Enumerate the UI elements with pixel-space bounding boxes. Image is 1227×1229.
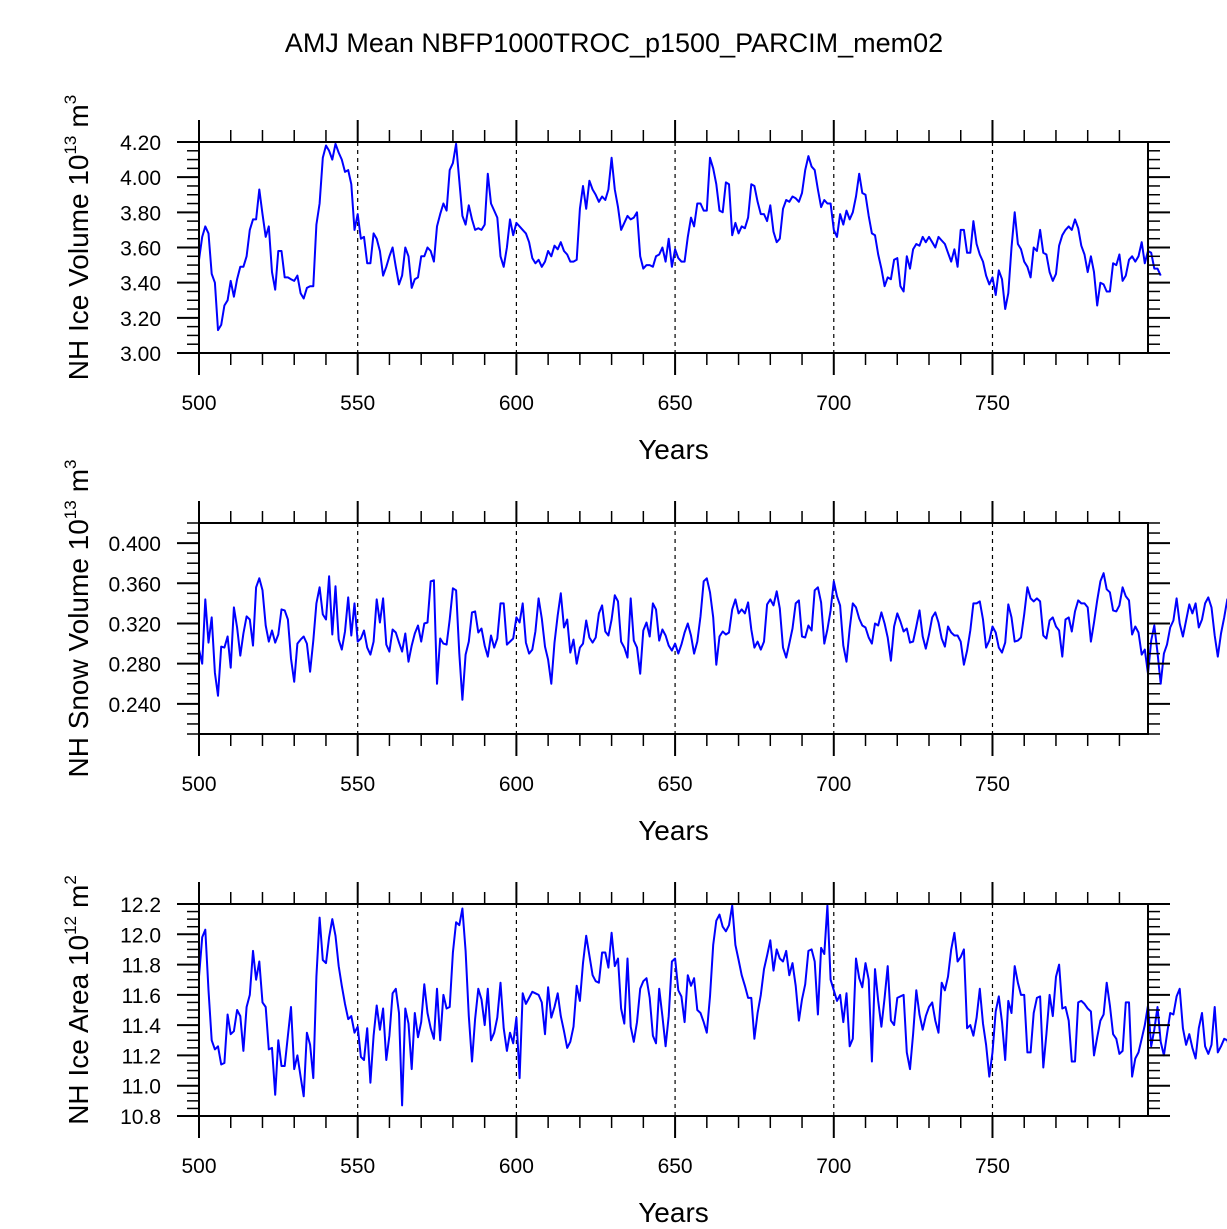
plot-frame [198,522,1149,735]
y-axis-title-unit-exponent: 3 [61,459,80,468]
plot-frame [198,141,1149,354]
y-tick-label: 11.0 [122,1076,161,1099]
y-tick-label: 10.8 [120,1106,161,1129]
y-tick-label: 4.00 [120,167,161,190]
y-axis-title-unit-exponent: 3 [61,95,80,104]
x-tick-label: 500 [181,392,216,415]
chart-title: AMJ Mean NBFP1000TROC_p1500_PARCIM_mem02 [285,28,943,58]
x-axis-title: Years [638,434,709,465]
y-tick-label: 0.240 [108,694,161,717]
x-tick-label: 700 [816,392,851,415]
y-tick-label: 11.6 [122,985,161,1008]
y-tick-label: 12.2 [120,894,161,917]
panel-ice-area: 500 550 600 650 700 750 Years 10.8 11.0 11.2 11.4 1… [61,875,1227,1228]
x-tick-label: 600 [499,1155,534,1178]
y-axis-title-exponent: 13 [61,136,80,155]
y-tick-label: 3.00 [120,343,161,366]
y-tick-label: 0.400 [108,533,161,556]
data-line-snow-volume [198,572,1227,701]
y-tick-label: 3.40 [120,273,161,296]
y-tick-label: 12.0 [120,924,161,947]
y-axis-title: NH Ice Area 1012 m2 [61,875,94,1125]
y-tick-label: 11.4 [122,1015,162,1038]
y-tick-label: 3.80 [120,202,161,225]
y-axis-title-unit: m [63,885,94,908]
x-tick-label: 550 [340,773,375,796]
y-tick-label: 0.360 [108,573,161,596]
x-axis-title: Years [638,1197,709,1228]
x-tick-label: 750 [975,773,1010,796]
x-tick-label: 600 [499,392,534,415]
y-tick-label: 3.60 [120,238,161,261]
y-axis-title-text: NH Snow Volume 10 [63,519,94,777]
x-tick-label: 650 [658,773,693,796]
x-tick-label: 550 [340,392,375,415]
x-tick-label: 650 [658,1155,693,1178]
panels-container: 500 550 600 650 700 750 Years 3.00 3.20 3.40 3.60 3… [61,95,1227,1228]
y-axis-title-exponent: 12 [61,916,80,935]
x-tick-label: 700 [816,773,851,796]
y-axis-title: NH Ice Volume 1013 m3 [61,95,94,380]
x-tick-label: 750 [975,1155,1010,1178]
y-tick-label: 11.2 [122,1045,161,1068]
x-tick-label: 500 [181,773,216,796]
x-tick-label: 700 [816,1155,851,1178]
y-axis-title-exponent: 13 [61,500,80,519]
y-axis-title-text: NH Ice Volume 10 [63,155,94,381]
y-tick-label: 0.280 [108,654,161,677]
x-tick-label: 650 [658,392,693,415]
y-tick-label: 3.20 [120,308,161,331]
y-tick-label: 11.8 [122,955,161,978]
x-tick-label: 600 [499,773,534,796]
data-line-ice-area [198,904,1227,1107]
x-tick-label: 750 [975,392,1010,415]
panel-ice-volume: 500 550 600 650 700 750 Years 3.00 3.20 3.40 3.60 3… [61,95,1170,465]
x-tick-label: 500 [181,1155,216,1178]
y-axis-title-unit: m [63,104,94,127]
y-axis-title-unit: m [63,469,94,492]
y-axis-title-text: NH Ice Area 10 [63,935,94,1125]
x-axis-title: Years [638,815,709,846]
panel-snow-volume: 500 550 600 650 700 750 Years 0.240 0.280 0.320 0.… [61,459,1227,846]
data-line-ice-volume [198,142,1162,332]
y-tick-label: 4.20 [120,132,161,155]
y-tick-label: 0.320 [108,613,161,636]
x-tick-label: 550 [340,1155,375,1178]
plot-frame [198,903,1149,1117]
y-axis-title-unit-exponent: 2 [61,875,80,884]
y-axis-title: NH Snow Volume 1013 m3 [61,459,94,777]
